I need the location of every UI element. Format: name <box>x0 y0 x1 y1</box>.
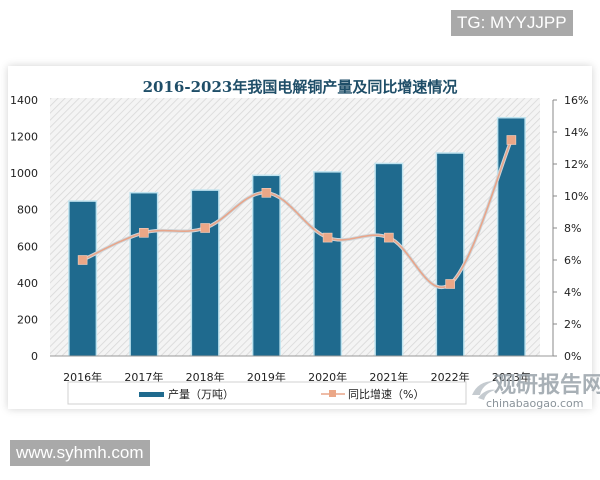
x-tick-label: 2023年 <box>492 370 531 384</box>
bar <box>314 172 341 356</box>
logo-swoosh-icon <box>472 381 494 395</box>
logo-cn-text: 观研报告网 <box>494 373 600 398</box>
left-y-tick-label: 0 <box>31 350 38 363</box>
line-marker <box>139 228 149 238</box>
right-y-tick-label: 10% <box>564 190 588 203</box>
watermark-tag-bottom: www.syhmh.com <box>10 440 150 466</box>
x-tick-label: 2018年 <box>186 370 225 384</box>
right-y-tick-label: 12% <box>564 158 588 171</box>
right-y-tick-label: 0% <box>564 350 581 363</box>
bar <box>253 176 280 356</box>
logo-en-text: chinabaogao.com <box>486 397 584 410</box>
legend-bar-label: 产量（万吨） <box>168 387 234 401</box>
right-y-tick-label: 6% <box>564 254 581 267</box>
chart-title: 2016-2023年我国电解铜产量及同比增速情况 <box>142 78 458 96</box>
line-marker <box>200 223 210 233</box>
line-series-growth-rate <box>77 135 517 289</box>
right-y-tick-label: 8% <box>564 222 581 235</box>
left-y-axis: 0 200 400 600 800 1000 1200 1400 <box>10 94 38 363</box>
right-y-tick-label: 4% <box>564 286 581 299</box>
left-y-tick-label: 600 <box>17 240 38 253</box>
x-tick-label: 2016年 <box>63 370 102 384</box>
line-marker <box>261 188 272 198</box>
legend-bar-swatch-icon <box>139 392 164 397</box>
right-y-tick-label: 16% <box>564 94 588 107</box>
bar <box>192 190 219 356</box>
bar <box>498 118 525 357</box>
left-y-tick-label: 200 <box>17 313 38 326</box>
x-tick-label: 2019年 <box>247 370 286 384</box>
plot-area-background <box>50 98 540 356</box>
watermark-logo: 观研报告网 chinabaogao.com <box>472 373 600 410</box>
line-marker <box>322 232 333 243</box>
line-marker <box>384 232 394 243</box>
left-y-tick-label: 1200 <box>10 131 38 144</box>
left-y-tick-label: 1400 <box>10 94 38 107</box>
x-tick-label: 2017年 <box>124 370 163 384</box>
x-tick-label: 2021年 <box>369 370 408 384</box>
x-tick-label: 2020年 <box>308 370 347 384</box>
x-tick-label: 2022年 <box>431 370 470 384</box>
left-y-tick-label: 800 <box>17 204 38 217</box>
right-y-tick-label: 2% <box>564 318 581 331</box>
watermark-tag-top: TG: MYYJJPP <box>451 10 573 36</box>
legend-line-label: 同比增速（%） <box>348 387 424 401</box>
legend: 产量（万吨） 同比增速（%） <box>67 381 467 405</box>
bar <box>69 201 96 356</box>
line-marker <box>506 135 517 145</box>
left-y-tick-label: 400 <box>17 277 38 290</box>
bar <box>437 153 464 356</box>
right-y-axis: 0% 2% 4% 6% 8% 10% 12% 14% 16% <box>552 94 588 363</box>
x-axis: 2016年 2017年 2018年 2019年 2020年 2021年 2022年 2023年 <box>50 355 553 384</box>
line-marker <box>77 255 88 265</box>
right-y-tick-label: 14% <box>564 126 588 139</box>
line-marker <box>445 279 455 289</box>
left-y-tick-label: 1000 <box>10 167 38 180</box>
bar <box>375 164 402 356</box>
bar-series-production <box>68 116 526 357</box>
bar <box>130 193 157 356</box>
